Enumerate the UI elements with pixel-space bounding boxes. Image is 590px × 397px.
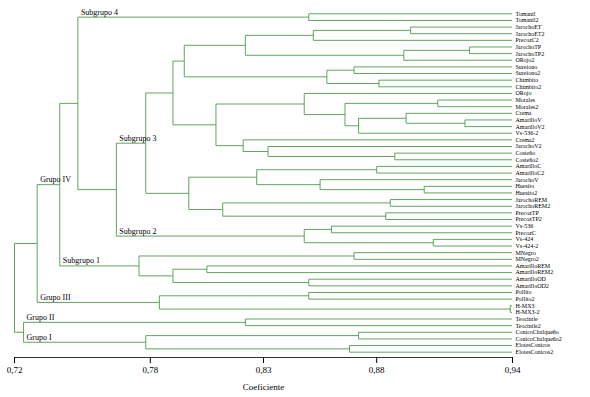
svg-text:Huesito: Huesito [516,183,535,189]
svg-text:Sureiono: Sureiono [516,64,538,70]
svg-text:Subgrupo 1: Subgrupo 1 [63,256,100,265]
svg-text:Grupo IV: Grupo IV [40,175,71,184]
svg-text:Grupo II: Grupo II [27,313,55,322]
svg-text:Teocintle: Teocintle [516,316,539,322]
svg-text:AmarilloOD2: AmarilloOD2 [516,283,549,289]
svg-text:PrecozC: PrecozC [516,230,536,236]
svg-text:Pollito: Pollito [516,289,532,295]
svg-text:Teocintle2: Teocintle2 [516,323,541,329]
svg-text:ORojo: ORojo [516,90,532,96]
svg-text:Subgrupo 4: Subgrupo 4 [81,8,118,17]
svg-text:AmarilloC: AmarilloC [516,163,542,169]
svg-text:Vs-424: Vs-424 [516,236,534,242]
svg-text:ConicoChalqueño: ConicoChalqueño [516,329,559,335]
svg-text:0,72: 0,72 [7,365,23,375]
svg-text:Chimbito: Chimbito [516,77,539,83]
svg-text:Vs-424-2: Vs-424-2 [516,243,539,249]
svg-text:AmarilloOD: AmarilloOD [516,276,547,282]
svg-text:Costeño2: Costeño2 [516,157,539,163]
svg-text:Subgrupo 2: Subgrupo 2 [119,227,156,236]
svg-text:JarochoTP: JarochoTP [516,44,542,50]
svg-text:Morales2: Morales2 [516,104,539,110]
svg-text:JarochoREM2: JarochoREM2 [516,203,551,209]
svg-text:PrecozTP2: PrecozTP2 [516,216,542,222]
svg-text:Subgrupo 3: Subgrupo 3 [119,134,156,143]
svg-text:H-MX3-2: H-MX3-2 [516,309,540,315]
svg-text:Huesito2: Huesito2 [516,190,538,196]
svg-text:PrecozTP: PrecozTP [516,210,540,216]
svg-text:PrecozC2: PrecozC2 [516,37,539,43]
svg-text:Vs-536-2: Vs-536-2 [516,130,539,136]
svg-text:Grupo I: Grupo I [27,333,52,342]
svg-text:ElotesConicos2: ElotesConicos2 [516,349,554,355]
svg-text:Tomanil: Tomanil [516,11,536,17]
svg-text:AmarilloV: AmarilloV [516,117,543,123]
svg-text:AmarilloREM: AmarilloREM [516,263,551,269]
svg-text:ORojo2: ORojo2 [516,57,535,63]
svg-text:ConicoChalqueño2: ConicoChalqueño2 [516,336,562,342]
svg-text:H-MX3: H-MX3 [516,303,535,309]
svg-text:Vs-536: Vs-536 [516,223,534,229]
svg-text:Tomanil2: Tomanil2 [516,17,539,23]
svg-text:JarochoET: JarochoET [516,24,542,30]
svg-text:Morales: Morales [516,97,536,103]
svg-text:JarochoV: JarochoV [516,177,540,183]
svg-text:MNegro: MNegro [516,250,536,256]
svg-text:0,94: 0,94 [505,365,521,375]
svg-text:Crema2: Crema2 [516,137,535,143]
svg-text:Chimbito2: Chimbito2 [516,84,542,90]
svg-text:AmarilloC2: AmarilloC2 [516,170,545,176]
svg-text:AmarilloREM2: AmarilloREM2 [516,269,554,275]
svg-text:Grupo III: Grupo III [40,293,71,302]
svg-text:Pollito2: Pollito2 [516,296,535,302]
svg-text:Sureiono2: Sureiono2 [516,70,541,76]
svg-text:JarochoET2: JarochoET2 [516,31,545,37]
svg-text:JarochoV2: JarochoV2 [516,143,542,149]
svg-text:AmarilloV2: AmarilloV2 [516,124,545,130]
svg-text:JarochoREM: JarochoREM [516,197,548,203]
svg-text:0,83: 0,83 [256,365,272,375]
svg-text:Costeño: Costeño [516,150,536,156]
svg-text:0,78: 0,78 [142,365,158,375]
svg-text:JarochoTP2: JarochoTP2 [516,51,545,57]
svg-text:MNegro2: MNegro2 [516,256,539,262]
svg-text:0,88: 0,88 [369,365,385,375]
svg-text:Crema: Crema [516,110,532,116]
svg-text:Coeficiente: Coeficiente [243,382,284,392]
svg-text:ElotesConicos: ElotesConicos [516,342,551,348]
